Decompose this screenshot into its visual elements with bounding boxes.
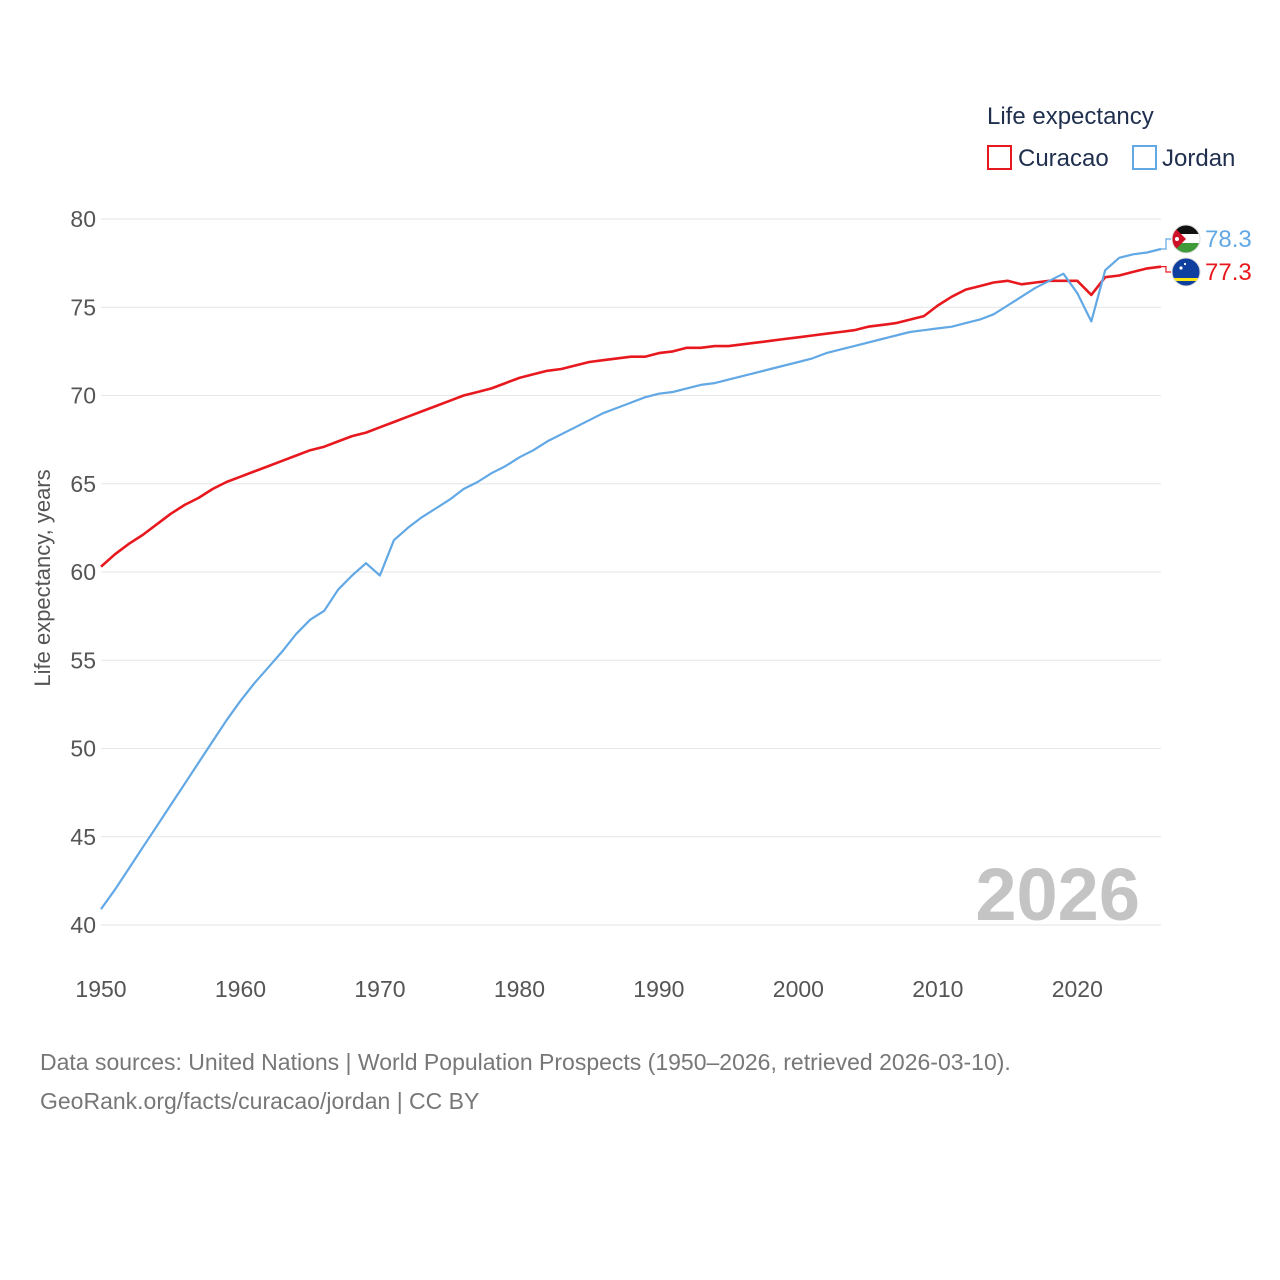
curacao-flag-icon	[1172, 258, 1200, 286]
y-tick-label: 55	[70, 647, 96, 673]
y-axis-ticks: 40 45 50 55 60 65 70 75 80	[70, 206, 96, 938]
legend-label-curacao: Curacao	[1018, 145, 1109, 172]
end-label-connectors	[1161, 238, 1171, 273]
legend-swatch-jordan	[1132, 145, 1157, 170]
x-tick-label: 1980	[494, 976, 545, 1002]
y-tick-label: 50	[70, 736, 96, 762]
y-tick-label: 65	[70, 471, 96, 497]
attribution-text: GeoRank.org/facts/curacao/jordan | CC BY	[40, 1088, 480, 1114]
y-tick-label: 75	[70, 294, 96, 320]
x-tick-label: 1950	[75, 976, 126, 1002]
jordan-flag-icon	[1172, 225, 1200, 253]
year-label: 2026	[975, 853, 1140, 936]
y-tick-label: 60	[70, 559, 96, 585]
legend-swatch-curacao	[987, 145, 1012, 170]
x-tick-label: 1960	[215, 976, 266, 1002]
y-tick-label: 80	[70, 206, 96, 232]
connector-curacao	[1161, 266, 1171, 273]
legend-title: Life expectancy	[987, 103, 1154, 130]
legend-label-jordan: Jordan	[1162, 145, 1235, 172]
gridlines	[101, 218, 1161, 926]
y-tick-label: 70	[70, 383, 96, 409]
jordan-end-label: 78.3	[1205, 226, 1252, 253]
x-axis-ticks: 1950 1960 1970 1980 1990 2000 2010 2020	[75, 976, 1102, 1002]
y-tick-label: 40	[70, 912, 96, 938]
y-axis-label: Life expectancy, years	[30, 469, 55, 686]
y-tick-label: 45	[70, 824, 96, 850]
footer: Data sources: United Nations | World Pop…	[40, 1043, 1011, 1121]
series-line-curacao	[100, 265, 1162, 568]
x-tick-label: 1970	[354, 976, 405, 1002]
data-sources-text: Data sources: United Nations | World Pop…	[40, 1049, 1011, 1075]
series-lines	[100, 247, 1162, 910]
life-expectancy-chart: 40 45 50 55 60 65 70 75 80 1950 1960 1970 1980 1990 2…	[30, 103, 1252, 1002]
x-tick-label: 2010	[912, 976, 963, 1002]
x-tick-label: 2000	[773, 976, 824, 1002]
x-tick-label: 1990	[633, 976, 684, 1002]
legend: Life expectancy Curacao Jordan	[987, 103, 1235, 172]
series-line-jordan	[100, 247, 1162, 910]
x-tick-label: 2020	[1052, 976, 1103, 1002]
curacao-end-label: 77.3	[1205, 259, 1252, 286]
connector-jordan	[1161, 238, 1171, 250]
